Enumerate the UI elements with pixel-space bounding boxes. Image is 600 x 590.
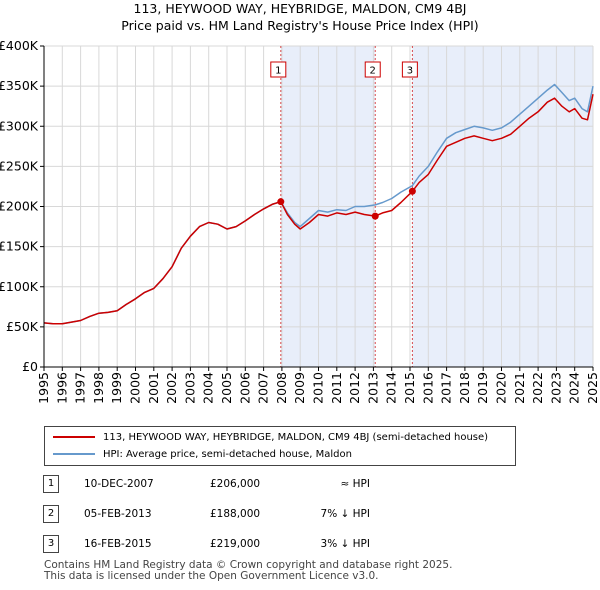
sale-number-badge: 2 — [43, 505, 59, 523]
sale-hpi-relation: 3% ↓ HPI — [320, 538, 370, 550]
x-tick-label: 2020 — [494, 372, 509, 404]
sale-label-box-2 — [364, 61, 381, 78]
sale-hpi-relation: ≈ HPI — [340, 478, 370, 490]
x-tick-label: 2021 — [512, 372, 527, 404]
x-tick-label: 2003 — [182, 372, 197, 404]
legend-swatch-property — [53, 436, 95, 438]
x-tick-label: 2013 — [365, 372, 380, 404]
legend-item-property: 113, HEYWOOD WAY, HEYBRIDGE, MALDON, CM9… — [53, 430, 488, 446]
sale-label-box-1 — [270, 61, 287, 78]
sale-date: 05-FEB-2013 — [84, 508, 152, 520]
y-tick-label: £250K — [0, 158, 39, 173]
x-tick-label: 2019 — [475, 372, 490, 404]
x-tick-label: 2006 — [237, 372, 252, 404]
sale-row: 3 16-FEB-2015 £219,000 3% ↓ HPI — [0, 534, 600, 554]
price-chart: 113, HEYWOOD WAY, HEYBRIDGE, MALDON, CM9… — [0, 1, 600, 404]
sale-number-badge: 1 — [43, 475, 59, 493]
footer: Contains HM Land Registry data © Crown c… — [44, 560, 452, 582]
y-tick-label: £300K — [0, 118, 39, 133]
sale-hpi-relation: 7% ↓ HPI — [320, 508, 370, 520]
x-tick-label: 2012 — [347, 372, 362, 404]
sale-point-2 — [371, 212, 379, 220]
x-tick-label: 2001 — [146, 372, 161, 404]
x-tick-label: 2023 — [548, 372, 563, 404]
sale-price: £188,000 — [210, 508, 261, 520]
y-tick-label: £200K — [0, 199, 39, 214]
sale-date: 10-DEC-2007 — [84, 478, 154, 490]
legend-swatch-hpi — [53, 453, 95, 455]
x-tick-label: 2024 — [567, 372, 582, 404]
chart-title: 113, HEYWOOD WAY, HEYBRIDGE, MALDON, CM9… — [134, 1, 467, 16]
sale-date: 16-FEB-2015 — [84, 538, 152, 550]
chart-subtitle: Price paid vs. HM Land Registry's House … — [121, 18, 478, 33]
x-tick-label: 2017 — [439, 372, 454, 404]
sale-price: £219,000 — [210, 538, 261, 550]
sale-price: £206,000 — [210, 478, 261, 490]
sale-point-3 — [408, 187, 416, 195]
x-tick-label: 2002 — [164, 372, 179, 404]
footer-licence: This data is licensed under the Open Gov… — [44, 570, 379, 582]
sale-row: 1 10-DEC-2007 £206,000 ≈ HPI — [0, 474, 600, 494]
y-tick-label: £400K — [0, 38, 39, 53]
x-tick-label: 1996 — [54, 372, 69, 404]
y-tick-label: £350K — [0, 78, 39, 93]
x-tick-label: 2008 — [274, 372, 289, 404]
x-tick-label: 2005 — [219, 372, 234, 404]
legend-item-hpi: HPI: Average price, semi-detached house,… — [53, 447, 352, 463]
x-tick-label: 2004 — [201, 372, 216, 404]
sale-point-1 — [277, 198, 285, 206]
y-tick-label: £100K — [0, 279, 39, 294]
y-tick-label: £0 — [22, 359, 38, 374]
x-tick-label: 2022 — [530, 372, 545, 404]
x-tick-label: 1998 — [91, 372, 106, 404]
sale-label-2: 2 — [370, 66, 376, 77]
x-tick-label: 2007 — [256, 372, 271, 404]
x-tick-label: 2000 — [128, 372, 143, 404]
x-tick-label: 1997 — [73, 372, 88, 404]
x-tick-label: 2014 — [384, 372, 399, 404]
sale-number-badge: 3 — [43, 535, 59, 553]
footer-copyright: Contains HM Land Registry data © Crown c… — [44, 559, 453, 571]
y-tick-label: £50K — [6, 319, 39, 334]
sale-label-3: 3 — [407, 66, 413, 77]
legend-label-hpi: HPI: Average price, semi-detached house,… — [103, 449, 352, 460]
x-tick-label: 1995 — [36, 372, 51, 404]
x-tick-label: 2018 — [457, 372, 472, 404]
x-tick-label: 2009 — [292, 372, 307, 404]
series-line-property — [43, 94, 594, 325]
x-tick-label: 2011 — [329, 372, 344, 404]
legend: 113, HEYWOOD WAY, HEYBRIDGE, MALDON, CM9… — [44, 426, 516, 466]
x-tick-label: 1999 — [109, 372, 124, 404]
sale-label-box-3 — [401, 61, 418, 78]
x-tick-label: 2010 — [311, 372, 326, 404]
x-tick-label: 2025 — [585, 372, 600, 404]
x-tick-label: 2015 — [402, 372, 417, 404]
sale-label-1: 1 — [275, 66, 281, 77]
legend-label-property: 113, HEYWOOD WAY, HEYBRIDGE, MALDON, CM9… — [103, 432, 489, 443]
sale-row: 2 05-FEB-2013 £188,000 7% ↓ HPI — [0, 504, 600, 524]
y-tick-label: £150K — [0, 239, 39, 254]
x-tick-label: 2016 — [420, 372, 435, 404]
